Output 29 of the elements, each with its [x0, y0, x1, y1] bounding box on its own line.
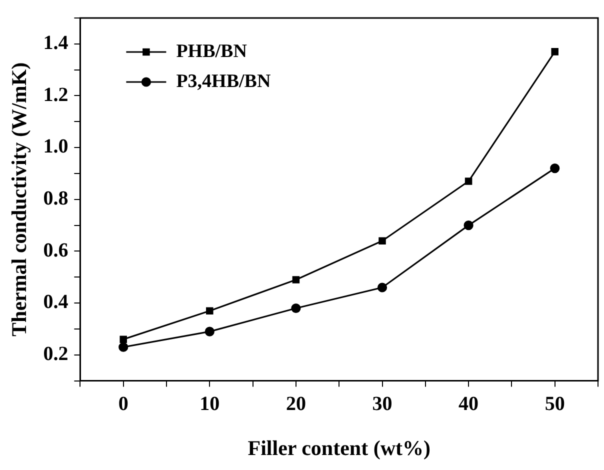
point: [204, 326, 214, 336]
y-tick-label: 0.2: [43, 343, 68, 366]
point: [377, 282, 388, 292]
x-tick-label: 40: [458, 392, 479, 415]
x-tick-label: 10: [200, 392, 220, 415]
x-tick-label: 0: [118, 392, 128, 415]
point: [118, 342, 128, 352]
point: [378, 237, 386, 244]
x-tick-label: 30: [372, 392, 392, 415]
point: [292, 276, 300, 284]
y-tick-label: 1.4: [43, 32, 68, 54]
point: [291, 303, 301, 314]
point: [551, 48, 558, 56]
y-tick-label: 0.8: [43, 188, 68, 210]
legend-label: PHB/BN: [176, 40, 248, 62]
y-tick-label: 1.2: [43, 84, 68, 106]
y-tick-label: 1.0: [43, 136, 68, 158]
point: [464, 178, 472, 185]
y-axis-title: Thermal conductivity (W/mK): [7, 62, 32, 336]
y-tick-label: 0.6: [43, 239, 68, 262]
point: [120, 336, 127, 343]
x-tick-label: 20: [286, 392, 306, 415]
legend-label: P3,4HB/BN: [176, 70, 271, 92]
x-tick-label: 50: [544, 392, 565, 415]
y-tick-label: 0.4: [43, 291, 68, 314]
point: [464, 220, 474, 230]
x-axis-title: Filler content (wt%): [248, 436, 430, 460]
point: [550, 164, 560, 174]
point: [206, 307, 214, 314]
